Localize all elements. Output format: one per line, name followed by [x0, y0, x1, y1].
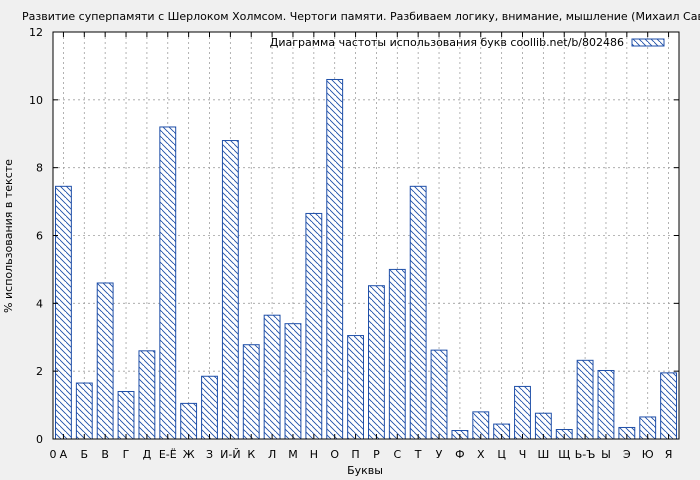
bars-group	[55, 78, 677, 440]
bar-13	[305, 212, 323, 440]
x-tick-label: Ц	[497, 448, 506, 461]
x-tick-label: Д	[143, 448, 152, 461]
x-tick-label: Ф	[455, 448, 464, 461]
bar-15	[347, 335, 364, 440]
x-tick-label: Ь-Ъ	[575, 448, 596, 461]
x-tick-label: Щ	[558, 448, 570, 461]
y-tick-label: 12	[29, 26, 43, 39]
y-tick-label: 0	[36, 433, 43, 446]
x-tick-label: Е-Ё	[159, 448, 177, 461]
x-tick-label: Ш	[537, 448, 549, 461]
x-tick-label: Л	[268, 448, 276, 461]
x-origin-label: 0	[50, 448, 57, 461]
x-tick-label: Ю	[642, 448, 654, 461]
legend: Диаграмма частоты использования букв coo…	[270, 36, 665, 49]
x-tick-label: Б	[81, 448, 89, 461]
x-tick-label: О	[330, 448, 339, 461]
legend-swatch	[631, 38, 665, 47]
bar-19	[430, 349, 448, 440]
x-tick-label: Э	[623, 448, 631, 461]
x-axis-ticks: А Б В Г Д Е-Ё Ж З И-Й К Л М Н О П Р С Т У Ф Х Ц Ч Ш Щ Ь-Ъ Ы Э Ю Я	[60, 32, 673, 461]
grid-lines	[53, 32, 679, 439]
bar-9	[221, 140, 239, 440]
bar-4	[117, 391, 135, 440]
y-tick-label: 2	[36, 365, 43, 378]
x-tick-label: А	[60, 448, 68, 461]
y-axis-label: % использования в тексте	[2, 159, 15, 313]
y-tick-label: 6	[36, 230, 43, 243]
x-tick-label: Ж	[183, 448, 195, 461]
bar-12	[284, 323, 302, 440]
chart-title: Развитие суперпамяти с Шерлоком Холмсом.…	[22, 10, 700, 23]
bar-16	[368, 285, 385, 440]
x-tick-label: К	[247, 448, 255, 461]
y-tick-label: 10	[29, 94, 43, 107]
x-tick-label: С	[393, 448, 401, 461]
bar-27	[597, 369, 615, 440]
bar-7	[180, 402, 198, 440]
y-tick-label: 8	[36, 162, 43, 175]
bar-14	[326, 78, 344, 440]
bar-3	[96, 282, 114, 440]
x-tick-label: Т	[414, 448, 422, 461]
bar-23	[514, 385, 531, 440]
x-tick-label: Ы	[601, 448, 611, 461]
bar-26	[576, 359, 594, 440]
y-tick-label: 4	[36, 297, 43, 310]
bar-2	[75, 382, 93, 440]
x-tick-label: Н	[310, 448, 318, 461]
y-axis-ticks: 0 2 4 6 8 10 12	[29, 26, 679, 446]
x-tick-label: Ч	[519, 448, 527, 461]
bar-5	[138, 350, 156, 440]
bar-8	[201, 375, 218, 440]
x-tick-label: В	[101, 448, 109, 461]
bar-1	[55, 185, 72, 440]
bar-11	[263, 314, 281, 440]
x-tick-label: М	[288, 448, 298, 461]
bar-30	[660, 372, 677, 440]
x-tick-label: Х	[477, 448, 485, 461]
bar-17	[388, 268, 406, 440]
x-tick-label: П	[351, 448, 359, 461]
x-tick-label: У	[436, 448, 443, 461]
x-tick-label: Г	[123, 448, 130, 461]
bar-18	[409, 185, 427, 440]
x-tick-label: Р	[373, 448, 380, 461]
x-tick-label: Я	[665, 448, 673, 461]
x-axis-label: Буквы	[347, 464, 383, 477]
legend-label: Диаграмма частоты использования букв coo…	[270, 36, 624, 49]
bar-10	[242, 344, 260, 440]
x-tick-label: З	[206, 448, 213, 461]
x-tick-label: И-Й	[220, 448, 240, 461]
bar-6	[159, 126, 177, 440]
